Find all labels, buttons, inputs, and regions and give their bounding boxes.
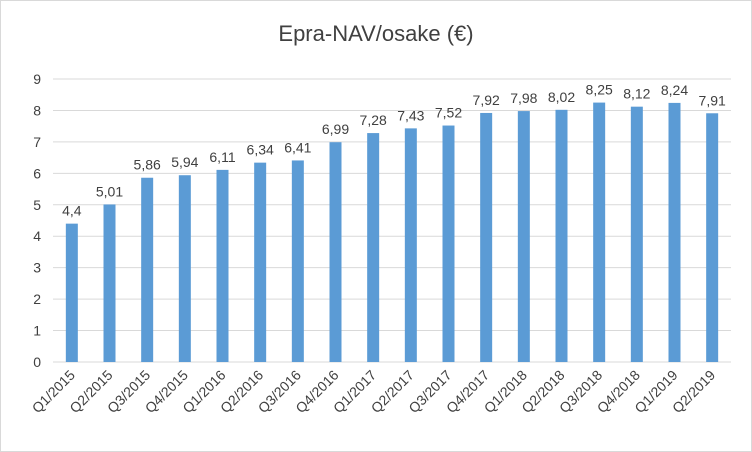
data-label: 6,11	[209, 149, 235, 165]
data-label: 7,91	[699, 92, 726, 108]
bar	[367, 133, 380, 362]
bar	[254, 162, 267, 362]
y-tick-label: 6	[33, 165, 41, 181]
data-label: 7,43	[397, 107, 424, 123]
data-label: 8,02	[548, 89, 575, 105]
data-label: 8,12	[623, 86, 650, 102]
bar	[668, 102, 681, 363]
bar	[480, 112, 493, 363]
y-tick-label: 4	[33, 228, 41, 244]
data-label: 8,24	[661, 82, 688, 98]
data-label: 8,25	[586, 82, 613, 98]
chart-title: Epra-NAV/osake (€)	[278, 21, 474, 46]
data-label: 5,94	[171, 154, 198, 170]
data-label: 7,98	[510, 90, 537, 106]
data-label: 6,41	[284, 139, 311, 155]
bar	[442, 125, 455, 362]
y-tick-label: 3	[33, 260, 41, 276]
data-label: 6,99	[322, 121, 349, 137]
bar	[593, 102, 606, 362]
bar	[555, 109, 568, 362]
bar	[141, 177, 154, 362]
bar	[404, 128, 417, 362]
bar	[216, 169, 229, 362]
y-tick-label: 8	[33, 102, 41, 118]
bar	[329, 142, 342, 362]
bar	[178, 175, 191, 362]
bar	[291, 160, 304, 362]
data-label: 7,28	[360, 112, 387, 128]
data-label: 5,01	[96, 183, 123, 199]
y-tick-label: 9	[33, 71, 41, 87]
data-label: 6,34	[247, 142, 274, 158]
bar	[65, 223, 78, 362]
bar	[706, 113, 719, 362]
data-label: 7,52	[435, 105, 462, 121]
bar	[517, 111, 530, 362]
data-label: 7,92	[473, 92, 500, 108]
bar	[103, 204, 116, 362]
y-tick-label: 1	[33, 323, 41, 339]
y-tick-label: 0	[33, 354, 41, 370]
y-tick-label: 7	[33, 134, 41, 150]
y-tick-label: 5	[33, 197, 41, 213]
data-label: 4,4	[62, 203, 82, 219]
bar	[630, 106, 643, 362]
y-tick-label: 2	[33, 291, 41, 307]
data-label: 5,86	[134, 157, 161, 173]
